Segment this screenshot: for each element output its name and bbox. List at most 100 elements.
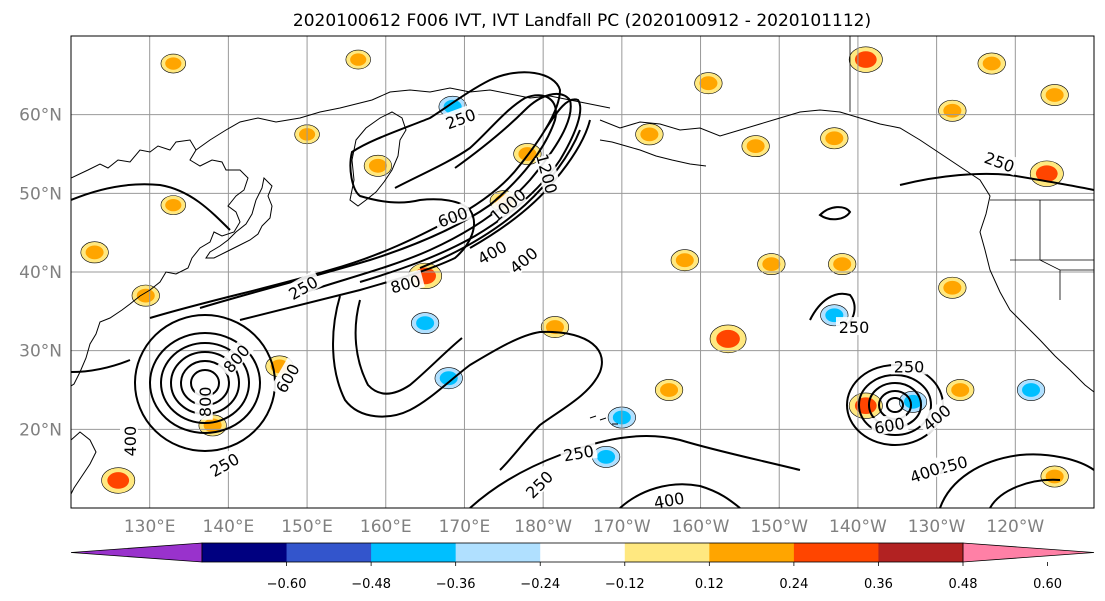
colorbar-segment — [709, 543, 795, 562]
colorbar-tick-label: −0.24 — [520, 577, 560, 592]
contour-label-bg — [904, 457, 945, 487]
longitude-label: 150°E — [281, 517, 333, 537]
contour-label: 400 — [652, 489, 685, 513]
colorbar-tick-label: 0.36 — [864, 577, 893, 592]
coastlines — [71, 87, 1094, 495]
ivt-contour-400-pacific — [354, 299, 463, 395]
pc-blob-core — [165, 198, 182, 212]
colorbar-segment — [286, 543, 372, 562]
pc-blob-core — [545, 320, 564, 334]
pc-blob-core — [136, 288, 155, 303]
colorbar-frame — [201, 542, 964, 563]
contour-label-bg — [385, 269, 425, 297]
ivt-contour-west-coast — [71, 359, 131, 373]
political-borders — [849, 36, 1094, 300]
pc-blob-core — [825, 131, 844, 146]
ivt-contours — [71, 71, 1094, 508]
ivt-contour-400-south — [619, 483, 741, 508]
contour-label: 250 — [839, 318, 870, 337]
contour-label-bg — [534, 153, 562, 194]
japan-coastline — [205, 176, 273, 259]
contour-label-bg — [269, 357, 304, 398]
longitude-label: 160°E — [360, 517, 412, 537]
colorbar-tick-labels: −0.60 −0.48 −0.36 −0.24 −0.12 0.12 0.24 0.36 0.4… — [267, 562, 1062, 592]
longitude-label: 140°W — [829, 517, 887, 537]
contour-label-bg — [891, 356, 928, 375]
colorbar-under-extension — [70, 542, 203, 563]
pc-blob-core — [746, 139, 765, 154]
typhoon-west-contour-1 — [149, 332, 261, 434]
ivt-contour-400-ar — [199, 94, 557, 309]
contour-label-bg — [916, 398, 956, 436]
pc-blob-core — [1035, 165, 1058, 182]
typhoon-west-contour-2 — [160, 342, 250, 424]
okhotsk-coast — [195, 87, 611, 151]
contour-label-bg — [120, 423, 139, 460]
contour-label-bg — [217, 338, 254, 378]
pc-blob-core — [368, 158, 387, 173]
longitude-label: 150°W — [750, 517, 808, 537]
longitude-label: 130°W — [908, 517, 966, 537]
contour-label-bg — [282, 270, 323, 304]
ivt-contour-asia-250 — [71, 183, 231, 231]
pc-blob-core — [1022, 383, 1041, 397]
pc-blob-core — [660, 383, 679, 397]
contour-label-bg — [519, 464, 558, 503]
colorbar-segment — [793, 543, 879, 562]
latitude-label: 20°N — [19, 420, 62, 440]
ivt-contour-1000-ar — [419, 129, 581, 269]
kamchatka-coastline — [349, 111, 407, 207]
contour-label-bg — [649, 487, 689, 508]
contour-label-bg — [487, 185, 527, 223]
pc-blob-core — [85, 245, 104, 260]
longitude-label: 120°W — [986, 517, 1044, 537]
contour-label-bg — [194, 383, 213, 420]
latitude-labels: 60°N 50°N 40°N 30°N 20°N — [19, 106, 62, 441]
colorbar-over-extension — [962, 542, 1095, 563]
pc-blob-core — [1045, 88, 1064, 102]
contour-label-bg — [835, 317, 872, 336]
ivt-contour-250-se — [939, 453, 1094, 508]
colorbar-tick-label: 0.60 — [1033, 577, 1062, 592]
colorbar-segment — [624, 543, 710, 562]
longitude-label: 180°W — [514, 517, 572, 537]
latitude-label: 50°N — [19, 184, 62, 204]
contour-label-bg — [203, 447, 245, 481]
ivt-contour-small-1 — [818, 206, 852, 221]
pc-blob-core — [597, 449, 616, 464]
longitude-label: 170°E — [439, 517, 491, 537]
colorbar-tick-label: 0.24 — [779, 577, 808, 592]
pc-blob-core — [165, 57, 182, 70]
colorbar: −0.60 −0.48 −0.36 −0.24 −0.12 0.12 0.24 0.36 0.4… — [70, 542, 1095, 592]
ivt-contour-250-south — [469, 435, 801, 508]
ivt-contour-250-pacific — [332, 295, 603, 471]
contour-label-bg — [979, 146, 1020, 176]
colorbar-tick-label: 0.12 — [695, 577, 724, 592]
colorbar-segment — [202, 543, 288, 562]
pc-blob-core — [943, 280, 962, 295]
longitude-label: 130°E — [124, 517, 176, 537]
contour-label: 250 — [894, 357, 925, 376]
longitude-label: 160°W — [672, 517, 730, 537]
asia-coastline — [71, 139, 249, 387]
pc-blob-core — [350, 53, 367, 66]
figure-title: 2020100612 F006 IVT, IVT Landfall PC (20… — [293, 11, 871, 31]
contour-label-bg — [440, 103, 481, 133]
latitude-label: 60°N — [19, 106, 62, 126]
colorbar-tick-label: −0.36 — [436, 577, 476, 592]
map-frame — [70, 35, 1095, 509]
ivt-contour-250-ne — [899, 172, 1094, 191]
pc-blob-core — [439, 371, 458, 386]
pc-blob-core — [699, 76, 718, 91]
pc-blob-core — [943, 103, 962, 118]
colorbar-tick-label: 0.48 — [949, 577, 978, 592]
pc-blob-core — [982, 56, 1001, 71]
pc-blob-core — [951, 383, 970, 397]
contour-label: 800 — [196, 387, 215, 418]
contour-label-bg — [559, 439, 598, 464]
philippines-coastline — [71, 431, 97, 495]
colorbar-tick-label: −0.48 — [351, 577, 391, 592]
colorbar-segment — [371, 543, 457, 562]
pc-blob-core — [854, 51, 877, 68]
longitude-labels: 130°E 140°E 150°E 160°E 170°E 180°W 170°W 160°W… — [124, 517, 1045, 537]
